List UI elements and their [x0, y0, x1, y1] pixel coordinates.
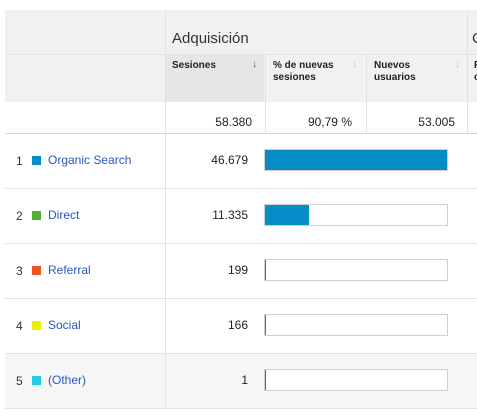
column-header-new-users[interactable]: Nuevos usuarios ↓: [367, 55, 467, 102]
row-index: 1: [16, 154, 23, 168]
sessions-value: 166: [227, 318, 248, 332]
channel-color-swatch: [32, 321, 41, 330]
column-header-new-sessions-label-1: % de nuevas: [273, 60, 334, 71]
row-divider: [5, 243, 477, 244]
row-divider: [5, 298, 477, 299]
row-divider: [5, 188, 477, 189]
channel-color-swatch: [32, 266, 41, 275]
sessions-share-bar: [264, 314, 448, 336]
sort-icon[interactable]: ↓: [352, 59, 357, 70]
divider: [5, 54, 477, 55]
group-title-adquisicion: Adquisición: [172, 30, 249, 47]
row-divider: [5, 408, 477, 409]
column-header-new-sessions-label-2: sesiones: [273, 72, 316, 83]
sessions-value: 199: [227, 263, 248, 277]
sessions-value: 11.335: [212, 208, 248, 222]
divider: [165, 134, 166, 409]
sort-icon[interactable]: ↓: [455, 59, 460, 70]
channel-color-swatch: [32, 376, 41, 385]
sessions-share-bar-fill: [265, 315, 266, 335]
column-header-new-users-label-1: Nuevos: [374, 60, 411, 71]
column-header-new-users-label-2: usuarios: [374, 72, 416, 83]
sessions-value: 1: [241, 373, 248, 387]
column-header-new-sessions[interactable]: % de nuevas sesiones ↓: [266, 55, 366, 102]
sessions-share-bar-fill: [265, 150, 447, 170]
divider: [5, 133, 477, 134]
column-header-cut-2: c: [474, 72, 477, 83]
row-index: 3: [16, 264, 23, 278]
row-index: 4: [16, 319, 23, 333]
row-divider: [5, 353, 477, 354]
group-title-next: C: [472, 30, 477, 47]
sessions-share-bar-fill: [265, 260, 266, 280]
total-new-users: 53.005: [418, 115, 455, 129]
divider: [467, 10, 468, 134]
total-new-sessions-pct: 90,79 %: [307, 115, 352, 129]
total-sessions: 58.380: [215, 115, 252, 129]
row-index: 5: [16, 374, 23, 388]
divider: [265, 55, 266, 134]
channel-link[interactable]: Organic Search: [48, 153, 132, 167]
channel-color-swatch: [32, 211, 41, 220]
sessions-share-bar: [264, 259, 448, 281]
channel-link[interactable]: Direct: [48, 208, 80, 222]
channel-link[interactable]: (Other): [48, 373, 87, 387]
channel-color-swatch: [32, 156, 41, 165]
totals-row: [5, 102, 477, 134]
sessions-share-bar: [264, 204, 448, 226]
sessions-share-bar: [264, 369, 448, 391]
sessions-share-bar-fill: [265, 370, 266, 390]
channel-link[interactable]: Referral: [48, 263, 91, 277]
sessions-value: 46.679: [211, 153, 248, 167]
sort-desc-icon[interactable]: ↓: [252, 59, 257, 70]
sessions-share-bar: [264, 149, 448, 171]
divider: [366, 55, 367, 134]
channel-link[interactable]: Social: [48, 318, 81, 332]
column-header-sessions[interactable]: Sesiones ↓: [166, 55, 264, 102]
row-index: 2: [16, 209, 23, 223]
column-header-cut-1: F: [474, 60, 477, 72]
column-header-sessions-label: Sesiones: [172, 60, 216, 71]
sessions-share-bar-fill: [265, 205, 309, 225]
